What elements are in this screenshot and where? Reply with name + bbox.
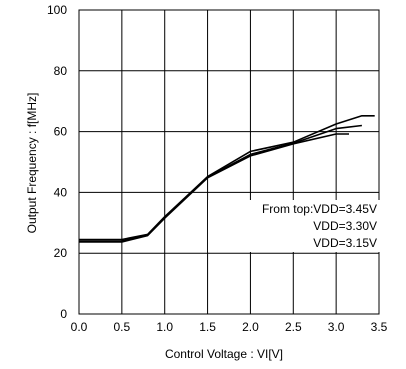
annotation-line-3: VDD=3.15V	[313, 236, 377, 250]
y-tick-label: 100	[47, 3, 67, 17]
x-tick-label: 2.5	[285, 320, 302, 334]
x-tick-label: 2.0	[242, 320, 259, 334]
plot-frame	[78, 9, 380, 315]
x-tick-label: 0.5	[114, 320, 131, 334]
legend-annotation-bg	[208, 200, 380, 252]
y-tick-label: 40	[54, 185, 68, 199]
y-tick-label: 0	[60, 307, 67, 321]
annotation-line-2: VDD=3.30V	[313, 219, 377, 233]
series-lines	[79, 115, 375, 243]
series-line-3	[79, 133, 349, 243]
y-tick-label: 60	[54, 125, 68, 139]
x-tick-labels: 0.0 0.5 1.0 1.5 2.0 2.5 3.0 3.5	[71, 320, 388, 334]
grid-lines	[78, 9, 380, 315]
x-tick-label: 3.0	[328, 320, 345, 334]
y-tick-label: 80	[54, 64, 68, 78]
annotation-line-1: From top:VDD=3.45V	[262, 202, 377, 216]
y-axis-label: Output Frequency : f[MHz]	[25, 93, 39, 234]
x-tick-label: 1.0	[156, 320, 173, 334]
y-tick-label: 20	[54, 246, 68, 260]
x-tick-label: 0.0	[71, 320, 88, 334]
series-line-1	[79, 115, 375, 241]
legend-annotation: From top:VDD=3.45V VDD=3.30V VDD=3.15V	[208, 200, 380, 252]
y-tick-labels: 0 20 40 60 80 100	[47, 3, 67, 321]
x-tick-label: 1.5	[199, 320, 216, 334]
x-tick-label: 3.5	[371, 320, 388, 334]
x-axis-label: Control Voltage : VI[V]	[165, 347, 283, 361]
